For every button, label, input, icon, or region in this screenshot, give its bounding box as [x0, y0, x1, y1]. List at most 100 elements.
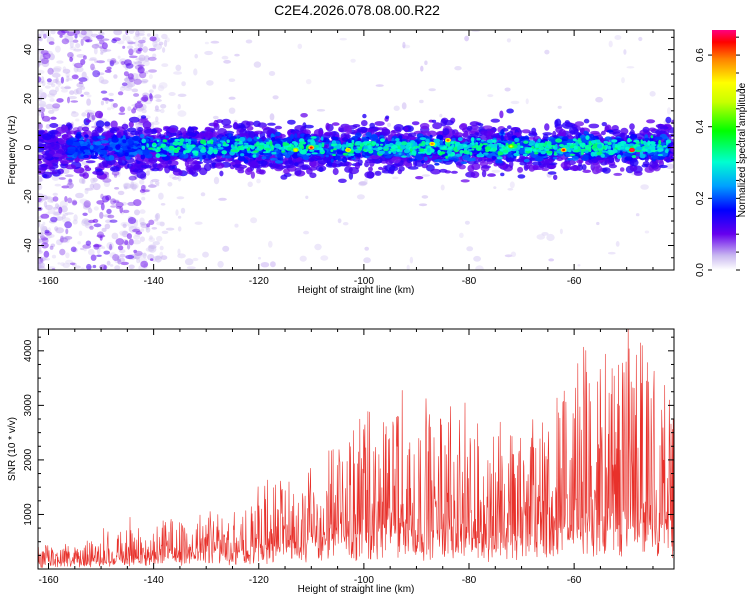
spectrogram-blob [167, 182, 173, 187]
spectrogram-blob [153, 43, 163, 50]
spectrogram-blob [299, 165, 309, 171]
spectrogram-blob [98, 76, 105, 84]
spectrogram-blob [541, 232, 549, 236]
spectrogram-blob [117, 55, 121, 59]
spectrogram-blob [385, 115, 390, 120]
spectrogram-blob [119, 230, 128, 236]
spectrogram-blob [63, 86, 72, 90]
spectrogram-blob [629, 123, 635, 130]
spectrogram-blob [84, 134, 89, 138]
spectrogram-blob [148, 237, 155, 243]
spectrogram-blob [80, 267, 85, 270]
spectrogram-blob [49, 98, 55, 102]
spectrogram-blob [243, 159, 249, 164]
spectrogram-blob [640, 184, 649, 190]
spectrogram-blob [88, 248, 95, 256]
spectrogram-blob [654, 136, 663, 141]
spectrogram-blob [131, 185, 137, 191]
spectrogram-blob [56, 149, 65, 154]
spectrogram-blob [148, 74, 153, 80]
spectrogram-blob [117, 245, 124, 251]
spectrogram-blob [51, 67, 61, 73]
spectrogram-blob [128, 116, 140, 123]
spectrogram-blob [547, 171, 557, 175]
spectrogram-blob [48, 41, 55, 45]
spectrogram-blob [158, 82, 168, 89]
spectrogram-blob [173, 71, 183, 75]
spectrogram-blob [358, 181, 368, 186]
spectrogram-blob [433, 159, 443, 163]
spectrogram-blob [153, 255, 161, 260]
spectrogram-blob [270, 261, 276, 268]
spectrogram-blob [159, 245, 164, 251]
spectrogram-blob [100, 38, 110, 41]
spectrogram-blob [126, 80, 136, 88]
spectrogram-blob [93, 206, 99, 211]
spectrogram-blob [65, 164, 76, 170]
spectrogram-blob [581, 164, 587, 171]
spectrogram-blob [487, 173, 496, 177]
spectrogram-blob [374, 121, 385, 126]
spectrogram-blob [577, 264, 581, 267]
spectrogram-blob [73, 214, 78, 222]
spectrogram-blob [107, 214, 115, 219]
spectrogram-blob [613, 172, 623, 176]
spectrogram-blob [316, 109, 326, 112]
spectrogram-blob [310, 139, 315, 144]
spectrogram-blob [142, 189, 150, 193]
spectrogram-blob [258, 256, 261, 260]
spectrogram-blob [179, 155, 184, 159]
spectrogram-blob [87, 208, 93, 214]
spectrogram-blob [364, 159, 376, 164]
spectrogram-blob [130, 182, 139, 190]
spectrogram-blob [247, 181, 253, 188]
spectrogram-blob [226, 139, 230, 143]
spectrogram-blob [38, 175, 43, 183]
spectrogram-blob [108, 98, 114, 102]
spectrogram-blob [89, 57, 97, 61]
spectrogram-blob [274, 165, 286, 170]
spectrogram-blob [128, 121, 134, 128]
spectrogram-blob [155, 99, 162, 102]
spectrogram-blob [458, 164, 466, 170]
spectrogram-blob [648, 127, 657, 132]
spectrogram-blob [567, 157, 573, 161]
spectrogram-blob [97, 135, 106, 140]
spectrogram-blob [595, 165, 603, 174]
spectrogram-blob [54, 183, 62, 187]
spectrogram-blob [55, 203, 59, 209]
spectrogram-blob [108, 155, 115, 161]
spectrogram-blob [332, 153, 336, 157]
spectrogram-blob [47, 67, 54, 75]
spectrogram-blob [519, 161, 527, 166]
spectrogram-blob [635, 153, 640, 157]
spectrogram-blob [612, 144, 616, 149]
spectrogram-blob [66, 139, 74, 146]
spectrogram-blob [38, 89, 42, 95]
spectrogram-blob [135, 57, 145, 61]
spectrogram-blob [344, 134, 351, 139]
spectrogram-blob [163, 39, 168, 48]
spectrogram-blob [499, 110, 504, 119]
spectrogram-blob [110, 205, 117, 208]
spectrogram-blob [43, 201, 48, 208]
spectrogram-blob [60, 205, 68, 213]
spectrogram-blob [71, 110, 77, 114]
spectrogram-blob [138, 54, 146, 62]
spectrogram-blob [364, 161, 370, 168]
spectrogram-blob [564, 120, 570, 124]
spectrogram-blob [55, 227, 65, 234]
spectrogram-blob [79, 83, 83, 88]
spectrogram-blob [154, 94, 162, 99]
spectrogram-blob [42, 221, 46, 226]
spectrogram-blob [536, 234, 546, 240]
spectrogram-blob [128, 154, 135, 158]
spectrogram-blob [186, 266, 196, 270]
spectrogram-blob [134, 61, 141, 65]
spectrogram-blob [133, 146, 138, 150]
spectrogram-blob [490, 118, 500, 123]
spectrogram-blob [513, 152, 520, 157]
spectrogram-blob [140, 164, 152, 169]
spectrogram-blob [274, 131, 281, 137]
spectrogram-blob [91, 129, 98, 137]
